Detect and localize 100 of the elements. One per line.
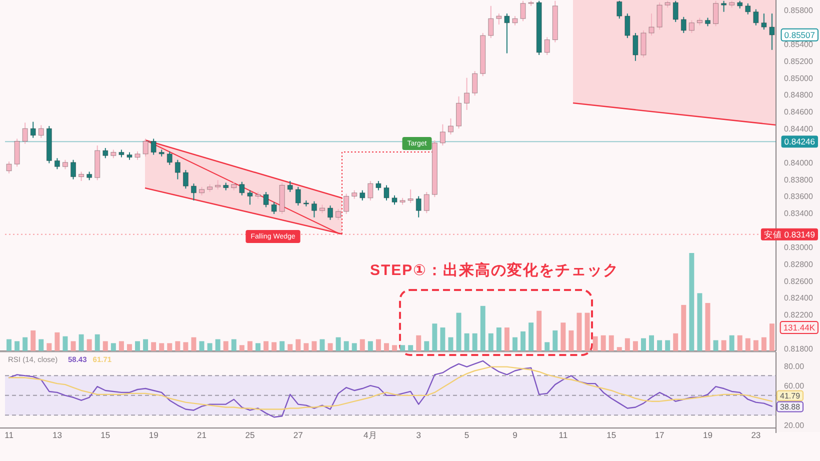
- bar: [392, 345, 398, 351]
- x-tick-label: 11: [4, 430, 14, 440]
- bar: [568, 330, 574, 351]
- bar: [584, 312, 590, 351]
- x-tick-label: 15: [606, 430, 616, 440]
- bar: [512, 337, 518, 351]
- bar: [46, 343, 52, 351]
- text: 0.85507: [784, 30, 816, 40]
- bar: [376, 339, 381, 351]
- bar: [448, 337, 454, 351]
- x-tick-label: 5: [464, 430, 470, 440]
- bar: [175, 341, 180, 351]
- bar: [247, 341, 252, 351]
- line-series: [8, 366, 773, 410]
- bar: [360, 339, 365, 351]
- y-tick-label: 0.82800: [784, 260, 814, 269]
- bar: [753, 340, 758, 351]
- x-tick-label: 19: [703, 430, 713, 440]
- bar: [118, 341, 124, 351]
- y-tick-label: 0.83600: [784, 192, 814, 202]
- y-tick-label: 20.00: [784, 421, 805, 430]
- y-tick-label: 0.82600: [784, 276, 814, 286]
- text: 131.44K: [783, 322, 816, 333]
- bar: [14, 341, 20, 351]
- bar: [713, 340, 718, 351]
- bar: [400, 345, 406, 351]
- bar: [697, 293, 702, 351]
- bar: [560, 322, 566, 351]
- bar: [70, 341, 76, 351]
- bar: [159, 343, 164, 351]
- y-tick-label: 60.00: [784, 382, 805, 391]
- x-tick-label: 11: [558, 430, 568, 440]
- y-tick-label: 0.85200: [784, 56, 814, 66]
- bar: [207, 343, 212, 351]
- bar: [320, 339, 325, 351]
- y-tick-label: 80.00: [784, 362, 805, 371]
- bar: [384, 343, 389, 351]
- bar: [22, 337, 28, 351]
- bar: [721, 340, 726, 351]
- x-tick-label: 25: [245, 430, 255, 440]
- bar: [432, 324, 438, 351]
- bar: [408, 345, 414, 351]
- bar: [552, 330, 558, 351]
- bar: [6, 339, 12, 351]
- y-tick-label: 0.82200: [784, 310, 814, 320]
- bar: [368, 341, 373, 351]
- bar: [143, 339, 148, 351]
- bar: [464, 333, 470, 351]
- bar: [745, 338, 750, 351]
- annotation: STEP①：出来高の変化をチェック: [370, 261, 619, 279]
- y-tick-label: 0.85000: [784, 74, 814, 83]
- bar: [673, 333, 678, 351]
- bar: [705, 302, 710, 351]
- text: 41.79: [780, 391, 801, 400]
- bar: [288, 344, 293, 351]
- x-tick-label: 21: [197, 430, 207, 440]
- bar: [344, 341, 349, 351]
- bar: [54, 332, 60, 351]
- bar: [657, 340, 662, 351]
- y-tick-label: 0.84400: [784, 124, 814, 134]
- bar: [665, 340, 670, 351]
- y-tick-label: 0.85400: [784, 40, 814, 49]
- bar: [769, 324, 774, 351]
- bar: [616, 347, 622, 351]
- y-tick-label: 0.83400: [784, 209, 814, 218]
- y-tick-label: 0.81800: [784, 344, 814, 354]
- bar: [504, 327, 510, 351]
- bar: [191, 337, 196, 351]
- bar: [520, 331, 526, 351]
- bar: [255, 343, 260, 351]
- bar: [640, 338, 646, 351]
- y-tick-label: 0.84600: [784, 108, 814, 117]
- bar: [62, 336, 68, 351]
- y-tick-label: 0.82400: [784, 294, 814, 303]
- x-tick-label: 13: [52, 430, 62, 440]
- x-tick-label: 4月: [364, 430, 378, 440]
- bar: [424, 341, 430, 351]
- bar: [223, 341, 228, 351]
- bar: [536, 310, 542, 351]
- bar: [264, 341, 269, 351]
- bar: [729, 335, 734, 351]
- y-tick-label: 0.84000: [784, 158, 814, 168]
- bar: [94, 334, 100, 351]
- bar: [592, 336, 598, 351]
- x-tick-label: 17: [654, 430, 665, 440]
- bar: [280, 341, 285, 351]
- y-tick-label: 0.85800: [784, 6, 814, 16]
- bar: [167, 343, 172, 351]
- bar: [215, 339, 220, 351]
- bar: [183, 342, 188, 351]
- bar: [737, 335, 742, 351]
- bar: [110, 343, 116, 351]
- bar: [528, 322, 534, 351]
- bar: [135, 341, 140, 351]
- bar: [576, 312, 582, 351]
- bar: [86, 339, 92, 351]
- bar: [544, 342, 550, 351]
- x-tick-label: 23: [751, 430, 761, 440]
- bar: [416, 335, 422, 351]
- bar: [231, 339, 236, 351]
